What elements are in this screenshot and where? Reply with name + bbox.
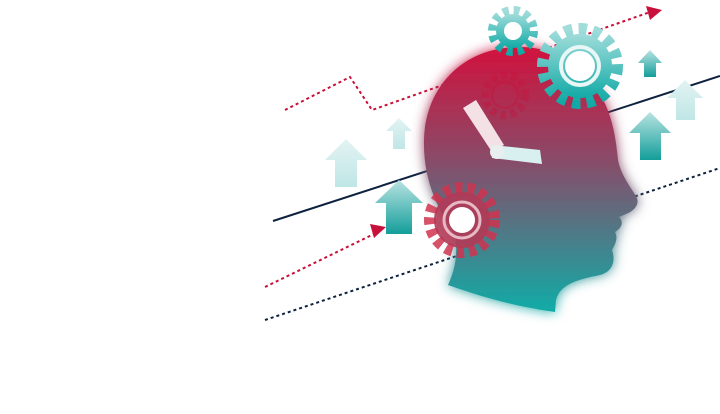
red-trend-line-lower [264, 231, 379, 288]
trend-arrow-icon [646, 6, 662, 20]
gear-icon [537, 23, 623, 109]
gear-icon [488, 6, 538, 56]
arrow-up-icon [325, 139, 367, 187]
arrow-up-icon [629, 112, 671, 160]
arrow-up-icon [375, 180, 423, 234]
gear-icon [481, 71, 529, 119]
head-silhouette-icon [423, 47, 638, 312]
clock-hands-icon [463, 100, 542, 164]
arrow-up-icon [667, 80, 703, 120]
arrow-up-icon [638, 50, 662, 77]
trend-arrow-icon [370, 224, 386, 238]
arrow-up-icon [386, 118, 412, 149]
navy-trend-line-dashed [264, 167, 720, 321]
gear-icon [424, 182, 500, 258]
